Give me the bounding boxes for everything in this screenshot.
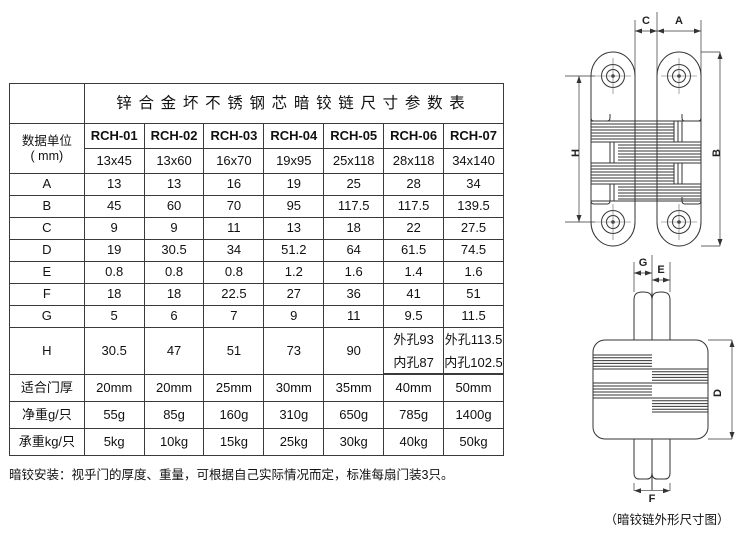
svg-text:D: D (712, 389, 724, 397)
svg-text:E: E (657, 264, 664, 276)
svg-text:A: A (675, 15, 683, 27)
svg-text:F: F (649, 493, 656, 505)
svg-text:G: G (639, 257, 648, 269)
svg-text:（暗铰链外形尺寸图）: （暗铰链外形尺寸图） (604, 512, 729, 527)
svg-text:H: H (570, 149, 582, 157)
svg-text:B: B (711, 149, 723, 157)
svg-text:C: C (642, 15, 650, 27)
